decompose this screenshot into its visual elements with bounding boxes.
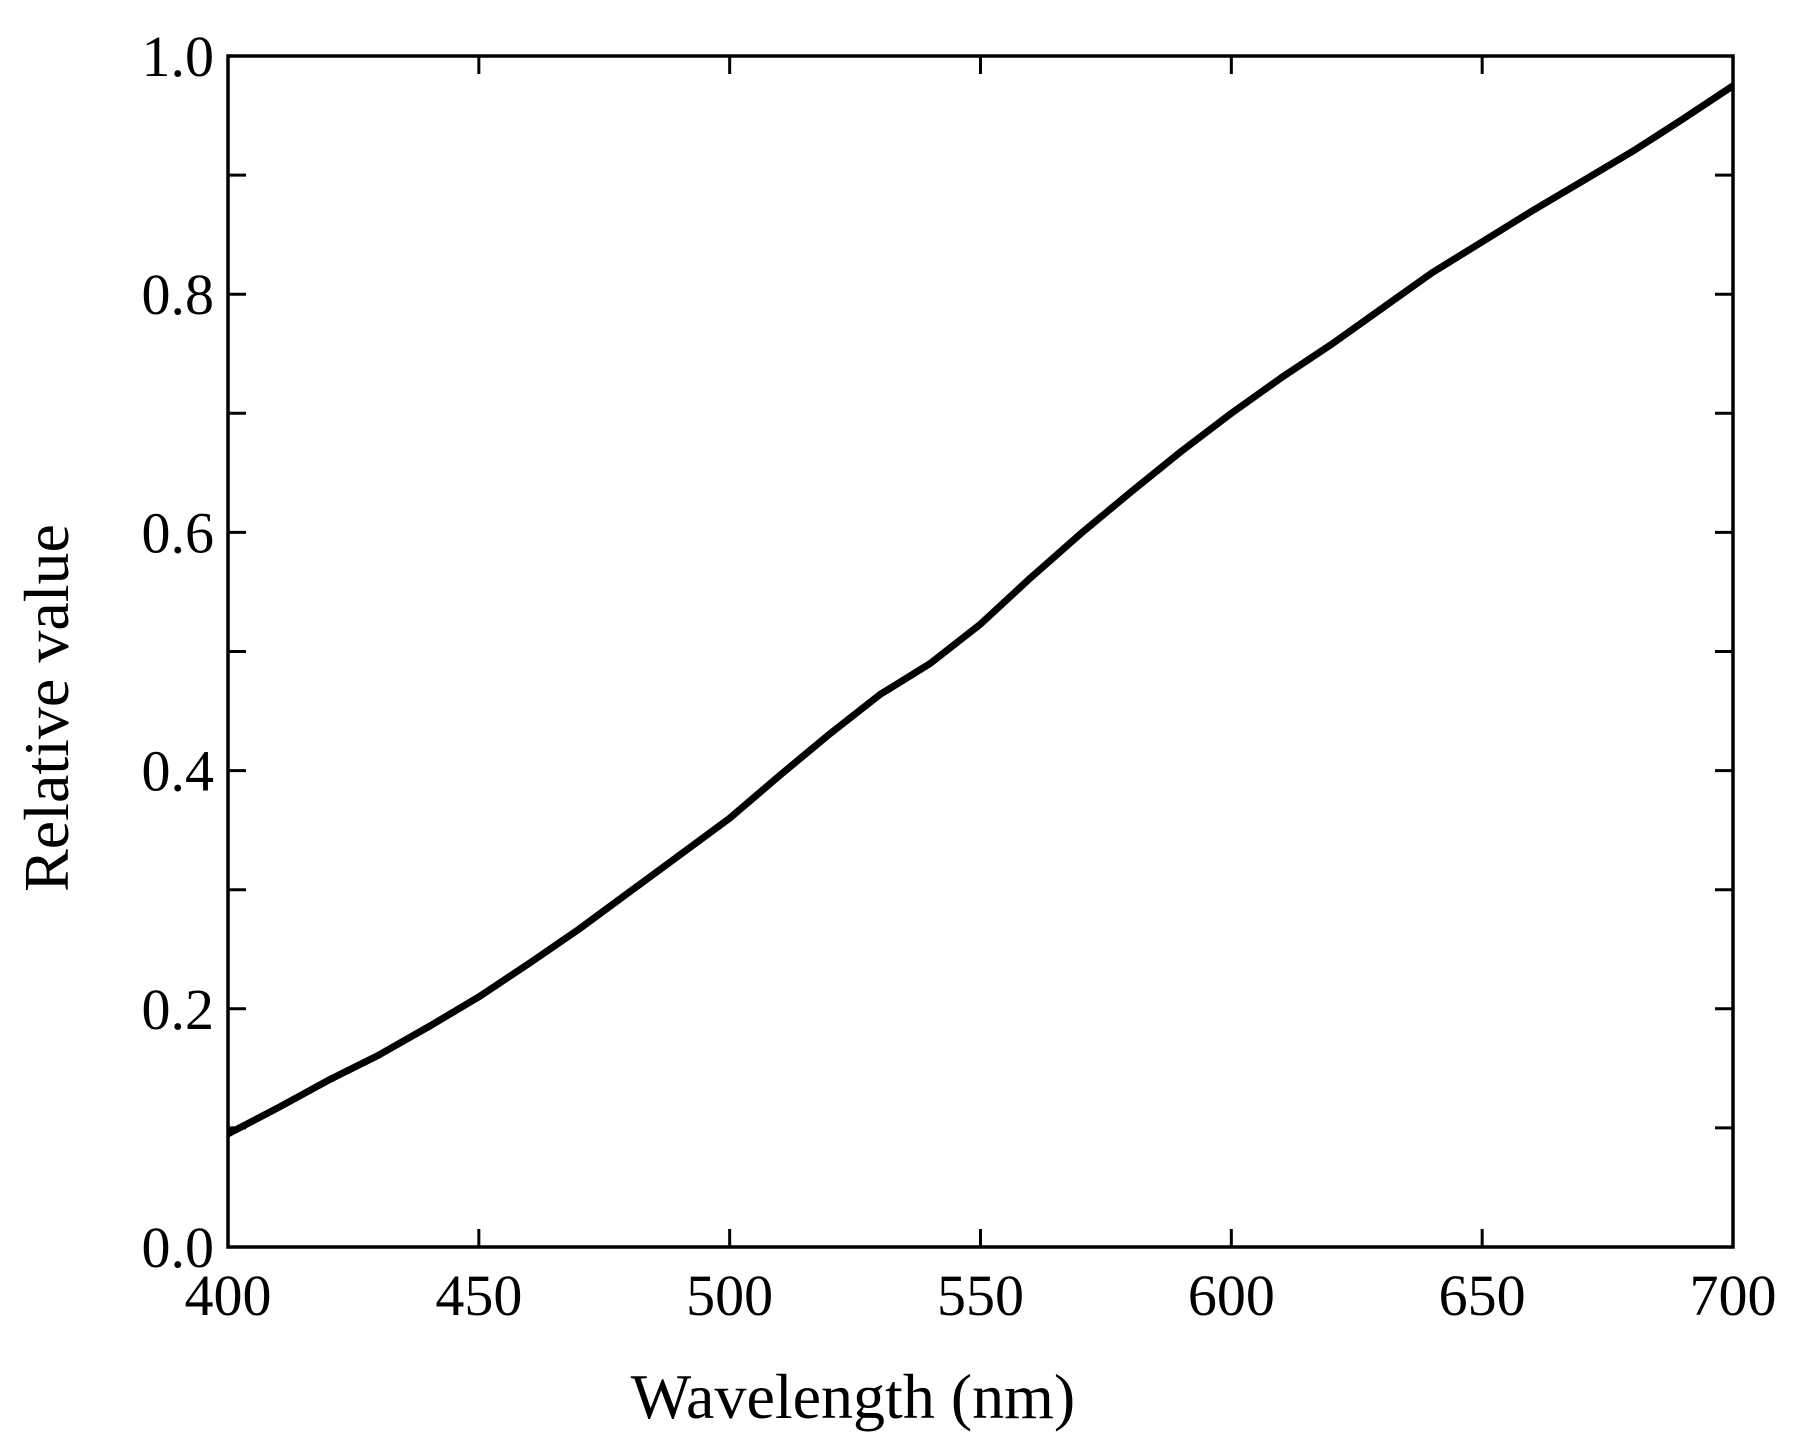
x-tick-label: 600 — [1188, 1263, 1275, 1328]
x-tick-label: 450 — [435, 1263, 522, 1328]
x-tick-label: 400 — [185, 1263, 272, 1328]
x-tick-label: 700 — [1690, 1263, 1777, 1328]
y-tick-label: 0.8 — [142, 262, 215, 327]
y-axis-title: Relative value — [11, 524, 82, 892]
x-tick-label: 500 — [686, 1263, 773, 1328]
plot-area: 400 450 500 550 600 650 700 0.0 0.2 0.4 0.6 0.8 1.0 — [142, 24, 1777, 1328]
y-tick-label: 0.6 — [142, 500, 215, 565]
plot-frame — [226, 54, 1735, 1249]
x-tick-label: 550 — [937, 1263, 1024, 1328]
x-axis-title: Wavelength (nm) — [631, 1361, 1075, 1432]
x-tick-label: 650 — [1439, 1263, 1526, 1328]
y-tick-label: 0.4 — [142, 739, 215, 804]
series-line-0 — [226, 82, 1735, 1138]
y-tick-label: 0.2 — [142, 977, 215, 1042]
y-tick-label: 0.0 — [142, 1215, 215, 1280]
y-tick-label: 1.0 — [142, 24, 215, 89]
